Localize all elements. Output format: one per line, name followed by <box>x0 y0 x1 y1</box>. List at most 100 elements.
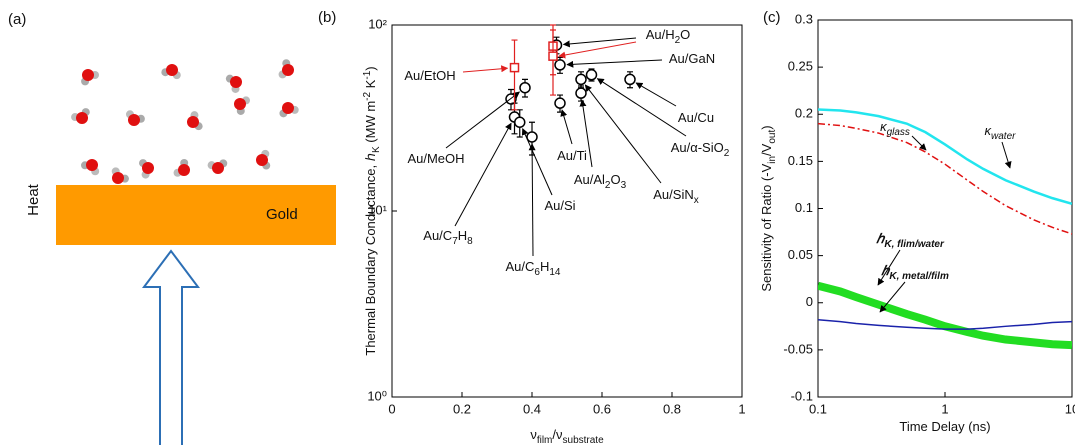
annotation-part: κ <box>985 123 993 138</box>
point-label-part: Au/Al <box>574 172 605 187</box>
x-tick-label: 0.2 <box>453 401 471 416</box>
y-axis-label-part: -1 <box>362 70 373 79</box>
point-label-part: 3 <box>621 180 627 191</box>
panel-label: (b) <box>318 9 336 26</box>
point-label: Au/Al2O3 <box>574 172 627 190</box>
point-label: Au/α-SiO2 <box>671 140 730 158</box>
x-tick-label: 1 <box>738 401 745 416</box>
x-tick-label: 0.6 <box>593 401 611 416</box>
oxygen <box>282 64 294 76</box>
y-tick-label: 0.1 <box>795 200 813 215</box>
error-bar <box>511 39 518 111</box>
x-tick-label: 0.1 <box>809 401 827 416</box>
error-bar <box>550 29 556 96</box>
annotation-part: κ <box>880 119 888 134</box>
panel-label: (c) <box>763 9 781 26</box>
y-tick-label: 0.05 <box>788 247 813 262</box>
x-axis-label-part: ν <box>530 427 537 442</box>
oxygen <box>187 116 199 128</box>
y-axis-label-part: in <box>767 156 778 164</box>
point <box>509 62 520 73</box>
point-label-part: O <box>680 27 690 42</box>
label-arrow <box>528 143 536 257</box>
point-label-part: Au/C <box>506 259 535 274</box>
point <box>526 131 538 143</box>
label-arrow <box>579 99 593 168</box>
label-arrow <box>562 37 637 48</box>
label-arrow <box>560 109 573 145</box>
annotation-arrow <box>877 249 901 286</box>
point-label-part: Au/Si <box>544 198 575 213</box>
annotation: ℎK, flim/water <box>876 231 945 249</box>
point-label-part: Au/α-SiO <box>671 140 724 155</box>
point-label: Au/C6H14 <box>506 259 561 277</box>
x-tick-label: 10 <box>1065 401 1075 416</box>
point-label: Au/GaN <box>669 51 715 66</box>
panel-label: (a) <box>8 11 26 28</box>
point <box>519 81 531 94</box>
series-line <box>818 281 1072 350</box>
oxygen <box>166 64 178 76</box>
point-label: Au/EtOH <box>404 68 455 83</box>
y-axis-label: Sensitivity of Ratio (-Vin/Vout) <box>759 125 777 291</box>
label-arrow <box>566 59 663 68</box>
point-label: Au/Cu <box>678 110 714 125</box>
y-axis-label-part: /V <box>759 143 774 156</box>
y-axis-label-part: Thermal Boundary Conductance, ℎ <box>363 153 378 356</box>
x-axis-label-part: /ν <box>552 427 562 442</box>
point-label-part: 2 <box>605 180 611 191</box>
annotation: κglass <box>880 119 910 137</box>
x-tick-label: 0 <box>388 401 395 416</box>
annotation-part: ℎ <box>881 263 891 278</box>
point-label: Au/SiNx <box>653 187 698 205</box>
point-label: Au/C7H8 <box>423 228 473 246</box>
label-arrow <box>584 84 662 184</box>
oxygen <box>212 162 224 174</box>
series-line <box>818 108 1072 205</box>
x-axis-label-part: substrate <box>563 435 605 445</box>
point <box>585 69 598 81</box>
label-arrow <box>558 41 637 59</box>
heat-arrow <box>142 249 200 445</box>
point-label-part: O <box>610 172 620 187</box>
point-label-part: Au/SiN <box>653 187 693 202</box>
y-axis-label-part: -2 <box>362 92 373 101</box>
annotation: κwater <box>985 123 1017 141</box>
y-tick-label: -0.05 <box>783 341 813 356</box>
point <box>554 97 566 109</box>
oxygen <box>234 98 246 110</box>
label-arrow <box>462 65 509 73</box>
point <box>548 51 558 61</box>
annotation-part: K, flim/water <box>884 239 945 250</box>
heat-label: Heat <box>25 183 42 216</box>
y-tick-label: -0.1 <box>791 388 813 403</box>
y-axis-label-part: out <box>767 130 778 144</box>
annotation-part: water <box>991 131 1016 142</box>
label-arrow <box>635 82 677 107</box>
oxygen <box>128 114 140 126</box>
point-label-part: H <box>458 228 467 243</box>
point-label-part: 2 <box>675 35 681 46</box>
annotation-arrow <box>911 135 927 151</box>
material-label: Gold <box>266 206 298 223</box>
x-tick-label: 0.4 <box>523 401 541 416</box>
point-label-part: Au/C <box>423 228 452 243</box>
point-label-part: 8 <box>467 236 473 247</box>
annotation-part: ℎ <box>876 231 886 246</box>
point-label-part: x <box>694 195 699 206</box>
point <box>575 73 587 86</box>
oxygen <box>82 69 94 81</box>
point-label: Au/H2O <box>646 27 691 45</box>
y-axis-label-part: ) <box>363 66 378 70</box>
oxygen <box>112 172 124 184</box>
x-axis-label: νfilm/νsubstrate <box>530 427 604 445</box>
point <box>624 73 636 86</box>
point-label: Au/Ti <box>557 148 587 163</box>
point-label-part: Au/MeOH <box>407 151 464 166</box>
x-tick-label: 1 <box>941 401 948 416</box>
oxygen <box>76 112 88 124</box>
y-tick-label: 10¹ <box>368 202 387 217</box>
point-label-part: Au/EtOH <box>404 68 455 83</box>
